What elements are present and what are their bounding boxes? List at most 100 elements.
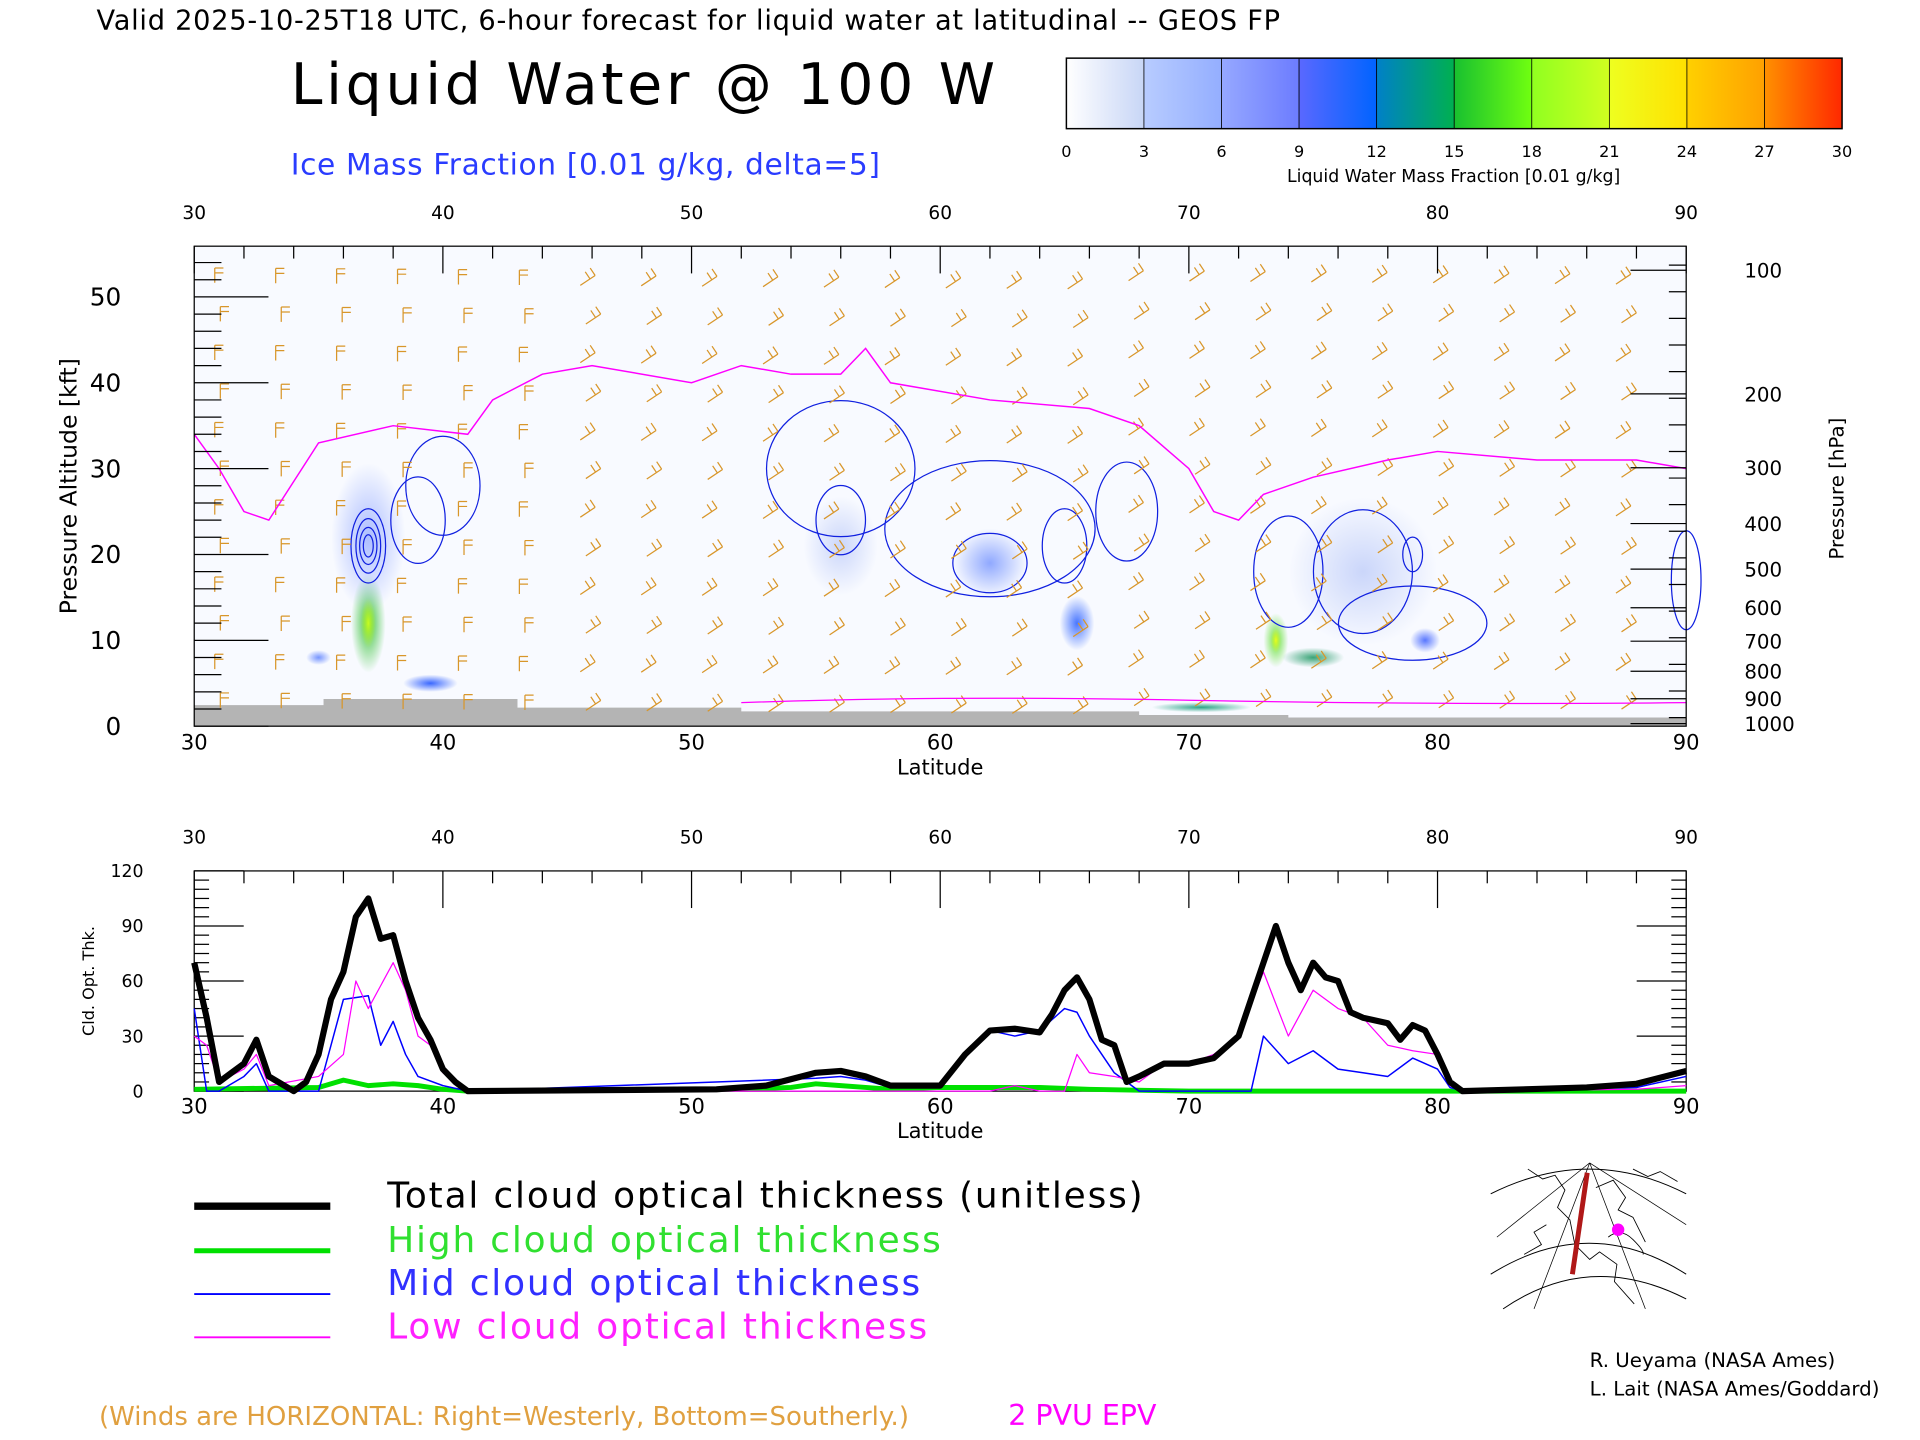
wind-barb xyxy=(1493,574,1510,593)
x-tick-label-top: 50 xyxy=(680,203,704,224)
colorbar-tick-label: 6 xyxy=(1216,142,1226,161)
wind-barb xyxy=(1072,309,1089,329)
wind-barb xyxy=(707,461,724,480)
wind-barb xyxy=(823,578,840,597)
wind-barb xyxy=(646,538,663,557)
x-tick-label-top: 30 xyxy=(182,828,206,849)
wind-barb xyxy=(1432,342,1449,361)
wind-barb xyxy=(1194,302,1211,321)
colorbar-tick-label: 30 xyxy=(1832,142,1852,161)
wind-barb xyxy=(1067,348,1084,367)
wind-barb xyxy=(457,500,468,517)
wind-barb xyxy=(1438,612,1455,632)
wind-barb xyxy=(823,501,840,520)
wind-barb xyxy=(214,344,224,361)
wind-barb xyxy=(275,345,285,361)
wind-barb xyxy=(1072,464,1089,483)
wind-barb xyxy=(1133,610,1150,629)
wind-barb xyxy=(1377,612,1394,631)
wind-barb xyxy=(585,615,602,634)
wind-barb xyxy=(1133,687,1150,707)
wind-barb xyxy=(707,693,724,712)
wind-barb xyxy=(1133,456,1150,475)
ice-contour xyxy=(350,508,387,584)
wind-barb xyxy=(579,344,596,364)
colorbar-tick-label: 0 xyxy=(1061,142,1071,161)
section-line xyxy=(1569,1172,1590,1275)
wind-barb xyxy=(518,269,529,285)
wind-barb xyxy=(1371,341,1388,361)
top-xlabel: Latitude xyxy=(897,754,984,779)
colorbar-segment xyxy=(1376,57,1455,130)
colorbar-tick-label: 15 xyxy=(1444,142,1464,161)
wind-barb xyxy=(335,422,346,439)
wind-barb xyxy=(951,695,967,714)
wind-barb xyxy=(280,538,290,554)
wind-barb xyxy=(463,384,473,401)
pressure-tick-label: 700 xyxy=(1744,631,1782,654)
wind-barb xyxy=(1432,496,1449,516)
wind-barb xyxy=(1128,340,1144,359)
y-tick-label: 120 xyxy=(110,862,143,882)
wind-barb xyxy=(579,654,596,673)
wind-barb xyxy=(1006,657,1023,676)
x-tick-label-bottom: 60 xyxy=(927,730,954,755)
wind-barb xyxy=(1493,497,1510,516)
wind-barb xyxy=(1194,688,1211,707)
wind-barb xyxy=(829,385,845,404)
wind-barb xyxy=(829,462,845,481)
wind-barb xyxy=(707,307,724,326)
wind-barb xyxy=(463,462,473,478)
locator-map xyxy=(1490,1162,1687,1310)
wind-barb xyxy=(1554,497,1571,516)
wind-barb xyxy=(1255,379,1272,398)
wind-barb xyxy=(768,462,784,481)
colorbar-segment xyxy=(1453,57,1533,130)
wind-barb xyxy=(402,693,412,710)
colorbar-tick-label: 12 xyxy=(1366,142,1386,161)
wind-barb xyxy=(1250,650,1266,669)
wind-barb xyxy=(768,384,784,404)
x-tick-label-top: 70 xyxy=(1177,828,1201,849)
wind-barb xyxy=(1011,618,1028,637)
ice-label: Ice Mass Fraction [0.01 g/kg, delta=5] xyxy=(291,147,881,182)
wind-barb xyxy=(280,460,290,477)
wind-barb xyxy=(402,461,412,478)
bottom-xlabel: Latitude xyxy=(897,1118,984,1143)
top-y2label: Pressure [hPa] xyxy=(1825,418,1848,560)
x-tick-label-top: 60 xyxy=(928,828,952,849)
ice-contour xyxy=(765,399,916,538)
wind-barb xyxy=(1189,263,1205,282)
x-tick-label-top: 80 xyxy=(1426,203,1450,224)
wind-barb xyxy=(396,577,407,594)
y-tick-label: 60 xyxy=(121,972,143,992)
wind-barb xyxy=(1438,535,1455,554)
map-latitude-circles xyxy=(1490,1168,1687,1310)
wind-barb xyxy=(823,269,840,288)
wind-barb xyxy=(1067,657,1084,676)
y-tick-label: 0 xyxy=(132,1082,143,1102)
wind-barb xyxy=(463,539,473,555)
wind-barb xyxy=(585,538,602,557)
wind-barb xyxy=(524,385,534,401)
wind-barb xyxy=(457,423,468,440)
wind-barb xyxy=(457,578,468,594)
wind-barb xyxy=(275,499,285,516)
y-tick-label: 40 xyxy=(90,368,121,397)
series-line-high xyxy=(194,1077,1687,1094)
wind-barb xyxy=(1615,266,1632,285)
pressure-tick-label: 500 xyxy=(1744,558,1782,581)
x-tick-label-bottom: 30 xyxy=(181,730,208,755)
wind-barb xyxy=(524,617,534,633)
wind-barb xyxy=(762,655,779,674)
wind-barb xyxy=(1250,418,1266,437)
wind-barb xyxy=(1499,304,1516,323)
wind-barb xyxy=(341,461,351,477)
wind-barb xyxy=(1621,382,1637,401)
pressure-tick-label: 1000 xyxy=(1744,713,1794,736)
wind-barb xyxy=(1006,270,1023,289)
credit-ueyama: R. Ueyama (NASA Ames) xyxy=(1590,1349,1836,1372)
wind-barb xyxy=(275,576,285,593)
wind-barb xyxy=(646,306,663,325)
